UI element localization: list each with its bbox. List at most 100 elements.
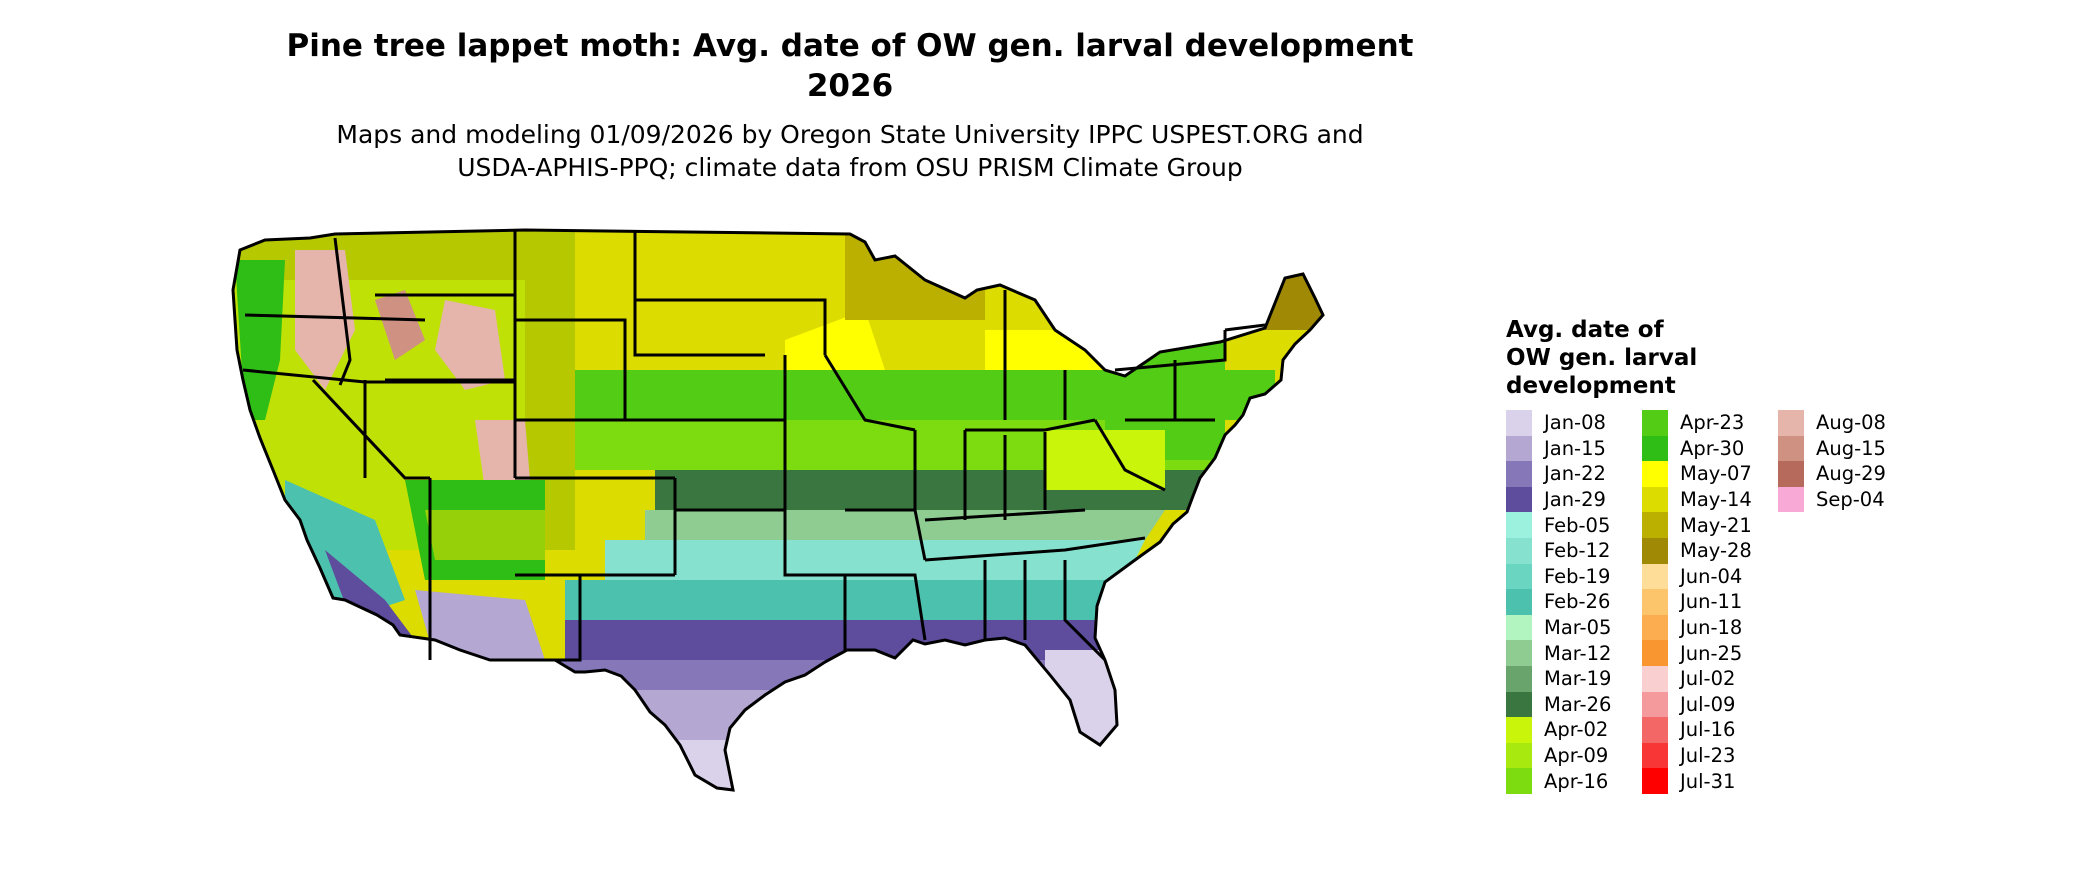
legend-label: Jan-29 xyxy=(1544,488,1606,512)
legend-swatch xyxy=(1642,589,1668,615)
legend-swatch xyxy=(1506,691,1532,718)
legend-swatch xyxy=(1506,717,1532,743)
legend-item: Apr-30 xyxy=(1642,435,1764,462)
legend-column: Jan-08 Jan-15 Jan-22 Jan-29 Feb-05 Feb-12 Feb-… xyxy=(1506,410,1628,794)
legend-label: Mar-12 xyxy=(1544,641,1612,665)
legend-item: Jun-04 xyxy=(1642,563,1764,590)
legend-item: Aug-29 xyxy=(1778,461,1900,487)
legend-item: Apr-09 xyxy=(1506,742,1628,769)
legend-swatch xyxy=(1506,768,1532,794)
legend-swatch xyxy=(1506,640,1532,666)
us-map-svg xyxy=(231,228,1325,792)
legend-swatch xyxy=(1642,435,1668,462)
legend-item: Mar-12 xyxy=(1506,640,1628,666)
legend-item: Feb-19 xyxy=(1506,563,1628,590)
legend-item: Aug-08 xyxy=(1778,410,1900,436)
legend-item: Jun-11 xyxy=(1642,589,1764,615)
legend-label: Jul-23 xyxy=(1680,744,1736,768)
legend-swatch xyxy=(1778,410,1804,436)
legend-label: Jul-31 xyxy=(1680,769,1736,793)
legend-label: Jan-22 xyxy=(1544,462,1606,486)
legend-label: Sep-04 xyxy=(1816,488,1885,512)
legend-label: Apr-02 xyxy=(1544,718,1609,742)
legend-item: Mar-26 xyxy=(1506,691,1628,718)
legend-title: Avg. date of OW gen. larval development xyxy=(1506,317,1698,399)
legend-swatch xyxy=(1506,563,1532,590)
legend-swatch xyxy=(1642,563,1668,590)
legend-label: Jun-25 xyxy=(1680,641,1743,665)
legend-label: Apr-09 xyxy=(1544,744,1609,768)
legend-swatch xyxy=(1642,512,1668,538)
legend-item: Jul-31 xyxy=(1642,768,1764,794)
legend-item: Jul-23 xyxy=(1642,742,1764,769)
legend-item: Apr-02 xyxy=(1506,717,1628,743)
legend-label: Apr-16 xyxy=(1544,769,1609,793)
legend-item: May-21 xyxy=(1642,512,1764,538)
legend-label: Aug-15 xyxy=(1816,436,1886,460)
legend-label: Mar-19 xyxy=(1544,667,1612,691)
legend-label: Jul-09 xyxy=(1680,692,1736,716)
legend-item: Jun-18 xyxy=(1642,614,1764,641)
legend-label: Jun-18 xyxy=(1680,616,1743,640)
legend-item: Jan-29 xyxy=(1506,486,1628,513)
legend: Avg. date of OW gen. larval development … xyxy=(1506,316,1900,794)
legend-swatch xyxy=(1506,537,1532,564)
legend-swatch xyxy=(1642,461,1668,487)
legend-label: Jun-04 xyxy=(1680,564,1743,588)
legend-swatch xyxy=(1642,717,1668,743)
legend-label: Feb-05 xyxy=(1544,513,1611,537)
legend-swatch xyxy=(1506,461,1532,487)
legend-label: Mar-26 xyxy=(1544,692,1612,716)
legend-swatch xyxy=(1506,742,1532,769)
legend-swatch xyxy=(1642,640,1668,666)
map-subtitle: Maps and modeling 01/09/2026 by Oregon S… xyxy=(336,120,1364,182)
legend-column: Apr-23 Apr-30 May-07 May-14 May-21 May-28 Jun-… xyxy=(1642,410,1764,794)
legend-swatch xyxy=(1506,435,1532,462)
legend-item: Mar-05 xyxy=(1506,614,1628,641)
legend-swatch xyxy=(1642,614,1668,641)
map-title: Pine tree lappet moth: Avg. date of OW g… xyxy=(286,28,1414,104)
legend-swatch xyxy=(1506,589,1532,615)
legend-item: May-14 xyxy=(1642,486,1764,513)
legend-label: Jan-08 xyxy=(1544,411,1606,435)
legend-swatch xyxy=(1778,435,1804,462)
legend-label: Jul-02 xyxy=(1680,667,1736,691)
legend-swatch xyxy=(1778,461,1804,487)
legend-item: Aug-15 xyxy=(1778,435,1900,462)
legend-swatch xyxy=(1642,537,1668,564)
legend-item: Jan-22 xyxy=(1506,461,1628,487)
legend-swatch xyxy=(1506,614,1532,641)
us-map xyxy=(225,220,1465,885)
legend-swatch xyxy=(1506,486,1532,513)
legend-label: Apr-23 xyxy=(1680,411,1745,435)
legend-swatch xyxy=(1642,665,1668,692)
legend-label: Feb-26 xyxy=(1544,590,1611,614)
legend-label: May-28 xyxy=(1680,539,1752,563)
legend-item: May-28 xyxy=(1642,537,1764,564)
legend-item: Mar-19 xyxy=(1506,665,1628,692)
legend-item: Apr-16 xyxy=(1506,768,1628,794)
legend-item: Jul-02 xyxy=(1642,665,1764,692)
legend-label: Aug-29 xyxy=(1816,462,1886,486)
legend-swatch xyxy=(1642,486,1668,513)
legend-label: Feb-12 xyxy=(1544,539,1611,563)
legend-swatch xyxy=(1642,691,1668,718)
legend-item: Jul-16 xyxy=(1642,717,1764,743)
legend-swatch xyxy=(1506,410,1532,436)
legend-swatch xyxy=(1642,410,1668,436)
legend-item: Jan-15 xyxy=(1506,435,1628,462)
state-borders xyxy=(231,228,1325,792)
legend-swatch xyxy=(1642,768,1668,794)
legend-item: Feb-26 xyxy=(1506,589,1628,615)
legend-label: May-07 xyxy=(1680,462,1752,486)
title-block: Pine tree lappet moth: Avg. date of OW g… xyxy=(250,26,1450,184)
legend-item: Jul-09 xyxy=(1642,691,1764,718)
legend-label: Mar-05 xyxy=(1544,616,1612,640)
legend-swatch xyxy=(1506,665,1532,692)
legend-item: Jan-08 xyxy=(1506,410,1628,436)
legend-item: Sep-04 xyxy=(1778,486,1900,513)
legend-item: Feb-05 xyxy=(1506,512,1628,538)
legend-label: May-14 xyxy=(1680,488,1752,512)
legend-columns: Jan-08 Jan-15 Jan-22 Jan-29 Feb-05 Feb-12 Feb-… xyxy=(1506,410,1900,794)
legend-label: Feb-19 xyxy=(1544,564,1611,588)
